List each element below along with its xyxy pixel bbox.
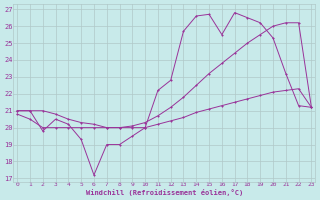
X-axis label: Windchill (Refroidissement éolien,°C): Windchill (Refroidissement éolien,°C) <box>86 189 243 196</box>
